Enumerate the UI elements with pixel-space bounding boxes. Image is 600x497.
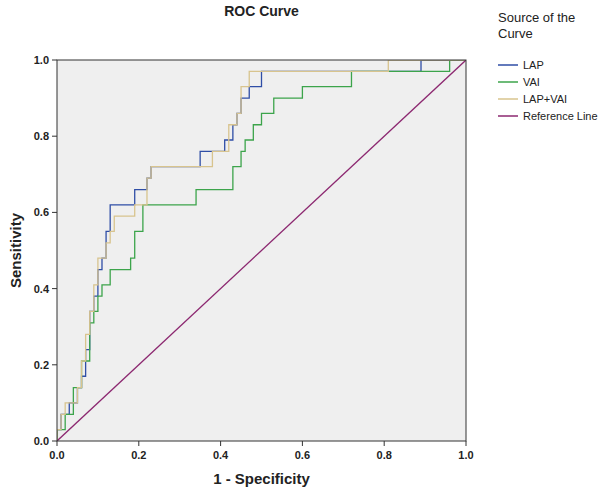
roc-curve: [57, 60, 466, 441]
x-tick: [302, 441, 303, 446]
plot-area: [57, 60, 466, 441]
chart: 0.0 0.2 0.4 0.6 0.8 1.0 0.0 0.2 0.4 0.6 0.8 1.0 ROC …: [0, 0, 600, 497]
x-tick-label: 0.6: [295, 449, 310, 461]
legend-label: LAP+VAI: [523, 93, 567, 105]
legend-swatch: [498, 64, 518, 66]
data-group: [57, 60, 466, 441]
y-tick: [52, 288, 57, 289]
y-tick-label: 1.0: [34, 54, 49, 66]
x-tick: [384, 441, 385, 446]
y-tick: [52, 136, 57, 137]
title: ROC Curve: [224, 3, 299, 19]
x-tick: [57, 441, 58, 446]
y-tick: [52, 60, 57, 61]
y-tick: [52, 441, 57, 442]
legend-label: VAI: [523, 76, 540, 88]
legend-swatch: [498, 115, 518, 117]
y-tick-label: 0.2: [34, 359, 49, 371]
roc-curve: [57, 60, 466, 441]
y-tick-label: 0.6: [34, 206, 49, 218]
x-tick-label: 0.8: [377, 449, 392, 461]
x-tick: [466, 441, 467, 446]
x-tick-label: 0.2: [131, 449, 146, 461]
legend-swatch: [498, 81, 518, 83]
x-tick: [138, 441, 139, 446]
roc-curve: [57, 60, 466, 441]
legend-label: Reference Line: [523, 110, 598, 122]
legend-label: LAP: [523, 59, 544, 71]
y-tick-label: 0.0: [34, 435, 49, 447]
legend-title: Source of the Curve: [498, 10, 596, 42]
roc-curve: [57, 60, 466, 441]
x-tick-label: 0.0: [49, 449, 64, 461]
y-tick: [52, 364, 57, 365]
x-tick-label: 0.4: [213, 449, 229, 461]
y-axis-label: Sensitivity: [7, 212, 24, 288]
y-tick: [52, 212, 57, 213]
x-axis-label: 1 - Specificity: [213, 470, 310, 487]
legend-swatch: [498, 98, 518, 100]
plot-frame: [57, 60, 466, 441]
x-tick: [220, 441, 221, 446]
y-tick-label: 0.4: [34, 283, 50, 295]
x-tick-label: 1.0: [458, 449, 473, 461]
y-tick-label: 0.8: [34, 130, 49, 142]
